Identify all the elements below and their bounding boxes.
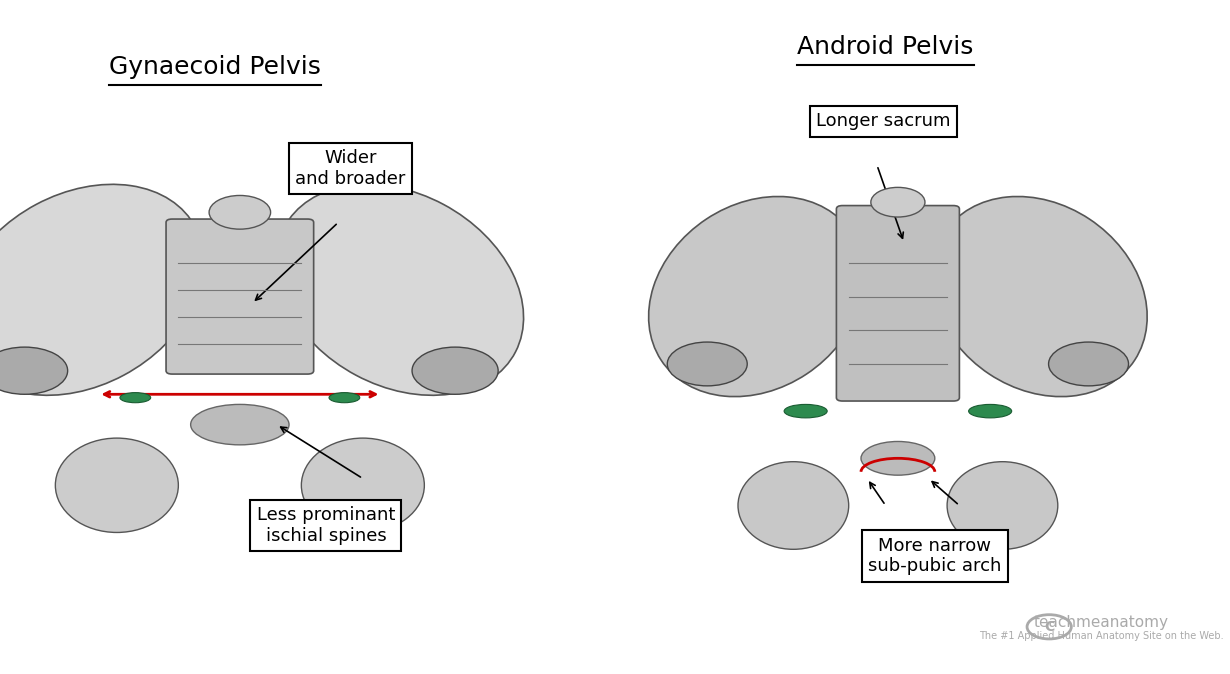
Circle shape (871, 187, 925, 217)
Ellipse shape (861, 441, 935, 475)
Text: The #1 Applied Human Anatomy Site on the Web.: The #1 Applied Human Anatomy Site on the… (979, 631, 1223, 640)
Ellipse shape (947, 462, 1058, 549)
Ellipse shape (412, 347, 498, 394)
Ellipse shape (738, 462, 849, 549)
Circle shape (209, 195, 271, 229)
Ellipse shape (301, 438, 424, 532)
Ellipse shape (55, 438, 178, 532)
Ellipse shape (0, 347, 68, 394)
Text: C: C (1044, 620, 1054, 634)
Text: Wider
and broader: Wider and broader (295, 149, 406, 188)
Ellipse shape (667, 342, 748, 386)
Ellipse shape (191, 404, 289, 445)
Text: teachmeanatomy: teachmeanatomy (1033, 615, 1168, 630)
Ellipse shape (330, 392, 360, 402)
Ellipse shape (785, 404, 828, 418)
Ellipse shape (931, 197, 1148, 396)
Text: Less prominant
ischial spines: Less prominant ischial spines (257, 506, 395, 545)
Text: Android Pelvis: Android Pelvis (797, 35, 974, 59)
Text: Longer sacrum: Longer sacrum (815, 113, 951, 130)
FancyBboxPatch shape (166, 219, 314, 374)
Ellipse shape (1048, 342, 1128, 386)
Ellipse shape (121, 392, 151, 402)
Ellipse shape (276, 185, 524, 395)
FancyBboxPatch shape (836, 206, 959, 401)
Ellipse shape (0, 185, 204, 395)
Text: Gynaecoid Pelvis: Gynaecoid Pelvis (109, 55, 321, 80)
Text: More narrow
sub-pubic arch: More narrow sub-pubic arch (868, 537, 1001, 576)
Ellipse shape (648, 197, 865, 396)
Ellipse shape (969, 404, 1011, 418)
